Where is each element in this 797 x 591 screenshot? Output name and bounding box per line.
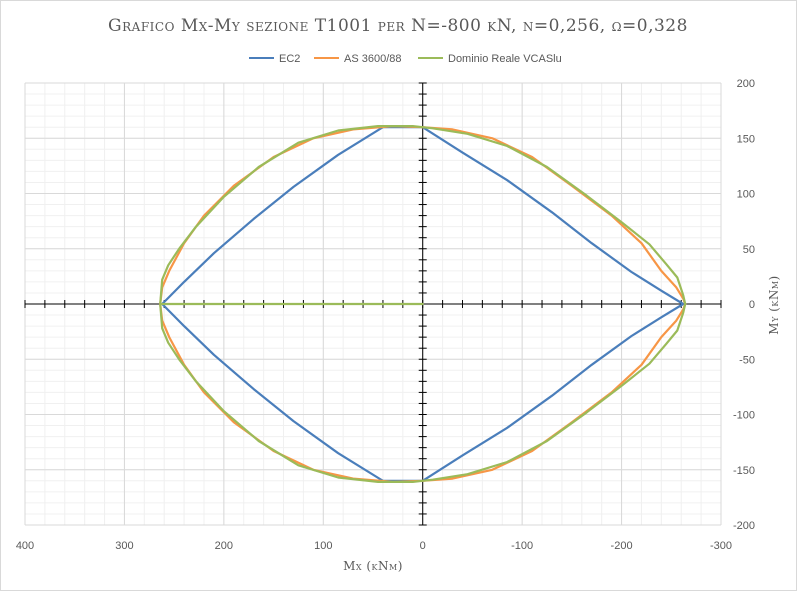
y-tick-labels: -200 -150 -100 -50 0 50 100 150 200 bbox=[733, 78, 755, 532]
y-tick-label: -150 bbox=[733, 465, 755, 477]
y-axis-title: My (kNm) bbox=[767, 275, 781, 334]
y-tick-label: -200 bbox=[733, 520, 755, 532]
legend-as3600-label: AS 3600/88 bbox=[344, 53, 402, 65]
series-line-vcaslu bbox=[159, 124, 687, 483]
legend: EC2 AS 3600/88 Dominio Reale VCASlu bbox=[249, 53, 562, 65]
y-tick-label: 150 bbox=[737, 133, 755, 145]
y-tick-label: -50 bbox=[739, 354, 755, 366]
x-tick-label: 0 bbox=[420, 540, 426, 552]
x-tick-label: 300 bbox=[115, 540, 133, 552]
y-tick-label: 0 bbox=[749, 299, 755, 311]
series-line-ec2 bbox=[161, 126, 685, 482]
x-tick-label: -300 bbox=[710, 540, 732, 552]
x-tick-label: -200 bbox=[611, 540, 633, 552]
y-tick-label: 100 bbox=[737, 189, 755, 201]
x-tick-label: -100 bbox=[511, 540, 533, 552]
x-tick-label: 100 bbox=[314, 540, 332, 552]
x-axis-title: Mx (kNm) bbox=[343, 559, 403, 573]
series-layer bbox=[159, 124, 687, 483]
y-tick-label: 200 bbox=[737, 78, 755, 90]
x-tick-label: 200 bbox=[215, 540, 233, 552]
legend-vcaslu-label: Dominio Reale VCASlu bbox=[448, 53, 562, 65]
y-tick-label: -100 bbox=[733, 410, 755, 422]
y-tick-label: 50 bbox=[743, 244, 755, 256]
x-tick-labels: 400 300 200 100 0 -100 -200 -300 bbox=[16, 540, 732, 552]
x-tick-label: 400 bbox=[16, 540, 34, 552]
legend-ec2-label: EC2 bbox=[279, 53, 300, 65]
chart-title: Grafico Mx-My sezione T1001 per N=-800 k… bbox=[108, 16, 688, 36]
